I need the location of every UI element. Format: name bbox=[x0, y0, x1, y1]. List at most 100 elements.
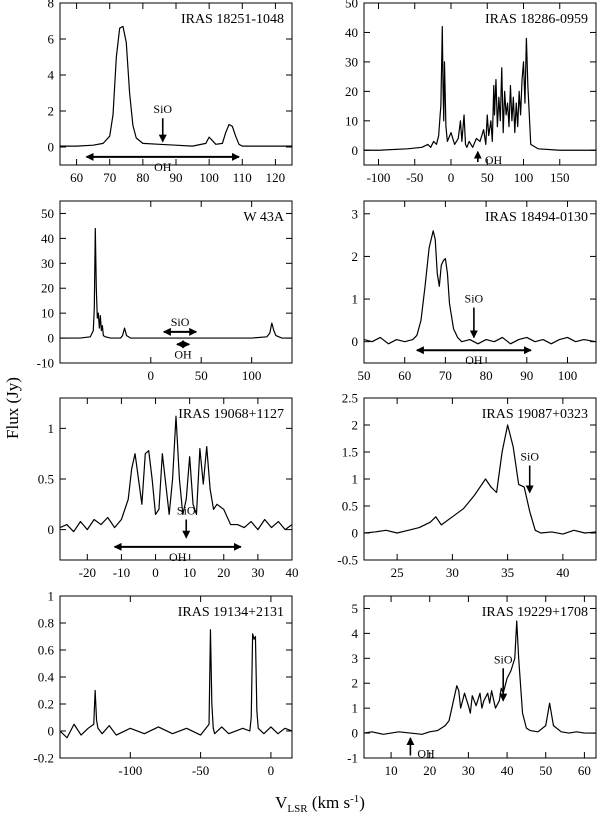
x-tick-label: 40 bbox=[556, 565, 569, 580]
x-tick-label: 40 bbox=[286, 565, 299, 580]
y-tick-label: 40 bbox=[345, 25, 358, 40]
y-tick-label: 5 bbox=[352, 601, 359, 616]
y-tick-label: 2 bbox=[352, 676, 359, 691]
y-tick-label: 2 bbox=[352, 418, 359, 433]
panel-title: IRAS 18286-0959 bbox=[485, 12, 588, 27]
x-tick-label: 70 bbox=[439, 368, 452, 383]
velocity-range-label: OH bbox=[174, 347, 192, 361]
y-tick-label: 0 bbox=[48, 522, 55, 537]
y-tick-label: 2 bbox=[352, 249, 359, 264]
x-tick-label: 0 bbox=[268, 763, 275, 778]
y-tick-label: 6 bbox=[48, 32, 55, 47]
y-tick-label: 0 bbox=[48, 724, 55, 739]
spectrum-line bbox=[60, 415, 292, 533]
x-tick-label: 0 bbox=[148, 368, 155, 383]
x-tick-label: 80 bbox=[136, 170, 149, 185]
y-tick-label: 1 bbox=[352, 472, 359, 487]
x-tick-label: 10 bbox=[183, 565, 196, 580]
y-tick-label: 1 bbox=[48, 421, 55, 436]
x-tick-label: 30 bbox=[462, 763, 475, 778]
y-tick-label: 30 bbox=[41, 256, 54, 271]
line-marker-label: SiO bbox=[520, 450, 539, 464]
spectrum-panel: -100 -50 0 -0.2 0 0.2 0.4 0.6 0.8 1 IRAS 19134+213… bbox=[33, 589, 293, 778]
y-tick-label: -0.5 bbox=[337, 553, 358, 568]
spectrum-line bbox=[60, 25, 292, 147]
x-tick-label: 100 bbox=[558, 368, 578, 383]
y-tick-label: 10 bbox=[345, 113, 358, 128]
velocity-range-label: SiO bbox=[171, 315, 190, 329]
y-tick-label: 0.6 bbox=[38, 643, 55, 658]
panel-title: IRAS 19134+2131 bbox=[178, 605, 284, 620]
x-tick-label: 100 bbox=[514, 170, 534, 185]
x-tick-label: 80 bbox=[480, 368, 493, 383]
x-tick-label: 50 bbox=[358, 368, 371, 383]
x-tick-label: 50 bbox=[481, 170, 494, 185]
y-tick-label: 10 bbox=[41, 306, 54, 321]
x-tick-label: -20 bbox=[79, 565, 96, 580]
line-marker-label: SiO bbox=[494, 652, 513, 666]
spectrum-panel: 25 30 35 40 -0.5 0 0.5 1 1.5 2 2.5 IRAS 19087+0323 S… bbox=[337, 391, 597, 580]
y-tick-label: 8 bbox=[48, 0, 55, 11]
x-tick-label: 150 bbox=[550, 170, 570, 185]
x-tick-label: 120 bbox=[266, 170, 286, 185]
x-axis-label-exp: -1 bbox=[350, 793, 359, 805]
spectrum-line bbox=[364, 424, 596, 535]
x-tick-label: 100 bbox=[199, 170, 219, 185]
spectrum-panel: 0 50 100 -10 0 10 20 30 40 50 W 43A SiO OH bbox=[37, 200, 293, 383]
spectrum-line bbox=[364, 25, 596, 151]
x-axis-label-close: ) bbox=[359, 793, 365, 812]
spectrum-line bbox=[60, 227, 292, 339]
x-axis-label-sub: LSR bbox=[287, 803, 308, 815]
line-marker-label: OH bbox=[485, 153, 503, 167]
y-tick-label: 0.4 bbox=[38, 670, 55, 685]
y-tick-label: 40 bbox=[41, 231, 54, 246]
x-tick-label: 30 bbox=[446, 565, 459, 580]
x-tick-label: 50 bbox=[539, 763, 552, 778]
panel-frame bbox=[363, 2, 597, 166]
y-tick-label: 4 bbox=[48, 68, 55, 83]
x-tick-label: -10 bbox=[113, 565, 130, 580]
y-tick-label: 2 bbox=[48, 104, 55, 119]
x-tick-label: 0 bbox=[448, 170, 455, 185]
spectrum-panel: 50 60 70 80 90 100 0 1 2 3 IRAS 18494-0130 SiO OH bbox=[352, 200, 597, 383]
y-tick-label: 0.2 bbox=[38, 697, 54, 712]
y-tick-label: 0.8 bbox=[38, 616, 54, 631]
y-tick-label: 50 bbox=[345, 0, 358, 11]
panel-frame bbox=[59, 2, 293, 166]
x-tick-label: 40 bbox=[501, 763, 514, 778]
panel-title: W 43A bbox=[243, 210, 284, 225]
spectrum-panel: 60 70 80 90 100 110 120 0 2 4 6 8 IRAS 18251-1048 SiO… bbox=[48, 0, 293, 185]
y-tick-label: 1 bbox=[352, 292, 359, 307]
spectrum-line bbox=[364, 620, 596, 735]
panel-frame bbox=[363, 397, 597, 561]
line-marker-label: OH bbox=[417, 747, 435, 761]
x-tick-label: 50 bbox=[195, 368, 208, 383]
x-tick-label: 100 bbox=[242, 368, 262, 383]
y-axis-label: Flux (Jy) bbox=[3, 377, 22, 439]
spectrum-panel: -100 -50 0 50 100 150 0 10 20 30 40 50 IRAS 18286-09… bbox=[345, 0, 597, 185]
panel-title: IRAS 19229+1708 bbox=[482, 605, 588, 620]
x-tick-label: 20 bbox=[217, 565, 230, 580]
y-tick-label: 20 bbox=[41, 281, 54, 296]
x-tick-label: -100 bbox=[367, 170, 391, 185]
y-tick-label: 0 bbox=[48, 140, 55, 155]
y-tick-label: 1 bbox=[352, 701, 359, 716]
x-tick-label: 60 bbox=[578, 763, 591, 778]
panel-frame bbox=[59, 595, 293, 759]
panel-frame bbox=[363, 595, 597, 759]
y-tick-label: 0 bbox=[48, 331, 55, 346]
y-tick-label: 3 bbox=[352, 206, 359, 221]
y-tick-label: 0 bbox=[352, 726, 359, 741]
x-tick-label: 90 bbox=[170, 170, 183, 185]
line-marker-label: SiO bbox=[177, 504, 196, 518]
x-tick-label: 35 bbox=[501, 565, 514, 580]
x-axis-label-main: V bbox=[275, 793, 288, 812]
panel-frame bbox=[363, 200, 597, 364]
x-tick-label: 30 bbox=[251, 565, 264, 580]
x-tick-label: 10 bbox=[385, 763, 398, 778]
line-marker-label: SiO bbox=[153, 102, 172, 116]
x-tick-label: 70 bbox=[103, 170, 116, 185]
y-tick-label: 3 bbox=[352, 651, 359, 666]
